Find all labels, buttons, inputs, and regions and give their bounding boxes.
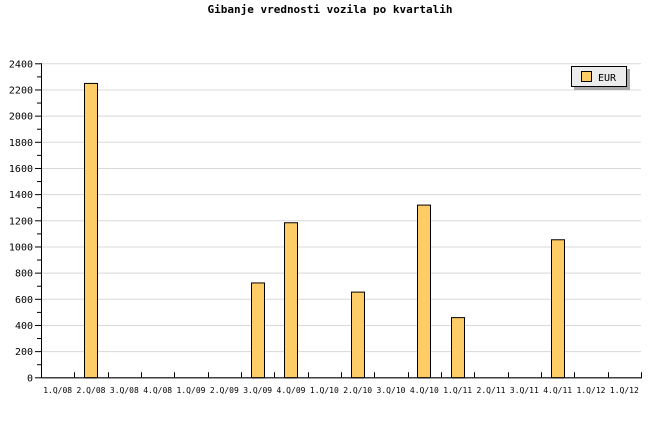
x-tick-label: 3.Q/08	[110, 386, 139, 395]
y-tick-label: 200	[15, 347, 33, 358]
x-tick-label: 3.Q/10	[377, 386, 406, 395]
x-tick-label: 4.Q/09	[277, 386, 306, 395]
x-tick-label: 3.Q/11	[510, 386, 539, 395]
y-tick-label: 800	[15, 269, 33, 280]
bar-3.Q/09	[251, 282, 265, 379]
x-tick-label: 1.Q/12	[577, 386, 606, 395]
bar-4.Q/10	[417, 204, 431, 379]
chart-title: Gibanje vrednosti vozila po kvartalih	[207, 3, 453, 16]
y-tick-label: 1800	[9, 138, 33, 149]
x-tick-label: 4.Q/08	[143, 386, 172, 395]
x-tick-label: 2.Q/08	[77, 386, 106, 395]
y-tick-label: 1200	[9, 216, 33, 227]
legend: EUR	[571, 66, 630, 90]
y-tick-label: 1000	[9, 242, 33, 253]
bar-1.Q/11	[451, 317, 465, 379]
bar-4.Q/09	[284, 222, 298, 379]
x-tick-label: 2.Q/11	[477, 386, 506, 395]
y-tick-label: 2000	[9, 112, 33, 123]
y-tick-label: 600	[15, 295, 33, 306]
legend-label: EUR	[598, 73, 617, 84]
x-tick-label: 2.Q/09	[210, 386, 239, 395]
bar-4.Q/11	[551, 239, 565, 379]
y-tick-label: 1600	[9, 164, 33, 175]
bar-2.Q/10	[351, 291, 365, 379]
y-tick-label: 2400	[9, 59, 33, 70]
y-tick-label: 0	[27, 373, 33, 384]
y-tick-label: 400	[15, 321, 33, 332]
legend-swatch	[581, 71, 592, 82]
x-tick-label: 2.Q/10	[343, 386, 372, 395]
x-tick-label: 4.Q/11	[543, 386, 572, 395]
bar-2.Q/08	[84, 82, 98, 379]
x-tick-label: 4.Q/10	[410, 386, 439, 395]
y-tick-label: 2200	[9, 85, 33, 96]
x-tick-label: 1.Q/11	[443, 386, 472, 395]
x-tick-label: 1.Q/09	[177, 386, 206, 395]
x-tick-label: 1.Q/12	[610, 386, 639, 395]
x-tick-label: 1.Q/08	[43, 386, 72, 395]
y-tick-label: 1400	[9, 190, 33, 201]
x-tick-label: 1.Q/10	[310, 386, 339, 395]
x-tick-label: 3.Q/09	[243, 386, 272, 395]
